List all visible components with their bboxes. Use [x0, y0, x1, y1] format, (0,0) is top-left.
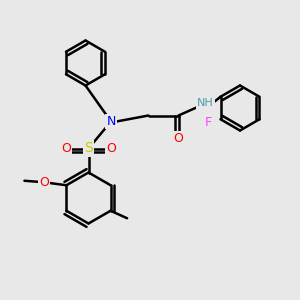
- Text: S: S: [84, 142, 93, 155]
- Text: O: O: [106, 142, 116, 155]
- Text: O: O: [174, 131, 183, 145]
- Text: O: O: [39, 176, 49, 189]
- Text: O: O: [61, 142, 71, 155]
- Text: F: F: [205, 116, 212, 129]
- Text: NH: NH: [197, 98, 214, 109]
- Text: N: N: [106, 115, 116, 128]
